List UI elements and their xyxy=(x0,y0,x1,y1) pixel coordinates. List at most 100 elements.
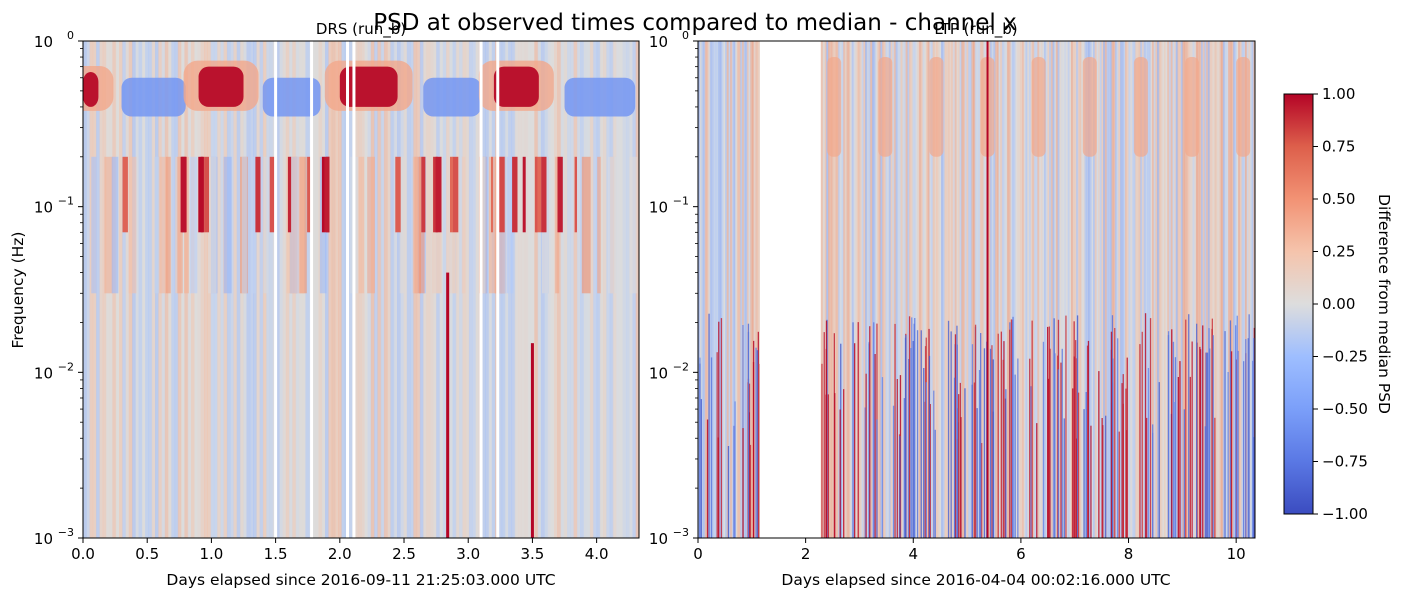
heatmap-stripe xyxy=(829,41,832,538)
lowfreq-column xyxy=(1000,331,1002,538)
heatmap-stripe xyxy=(748,41,751,538)
heatmap-stripe xyxy=(334,41,339,538)
heatmap-stripe xyxy=(753,41,756,538)
heatmap-stripe xyxy=(952,41,956,538)
heatmap-stripe xyxy=(1020,41,1023,538)
heatmap-stripe xyxy=(151,41,156,538)
heatmap-patch xyxy=(482,156,486,294)
lowfreq-column xyxy=(1118,431,1120,538)
heatmap-stripe xyxy=(743,41,746,538)
heatmap-stripe xyxy=(1248,41,1251,538)
heatmap-stripe xyxy=(1030,41,1033,538)
lowfreq-column xyxy=(1005,389,1007,538)
heatmap-stripe xyxy=(1042,41,1045,538)
warm-patch xyxy=(929,57,944,157)
lowfreq-column xyxy=(1199,346,1201,538)
heatmap-stripe xyxy=(1123,41,1126,538)
heatmap-stripe xyxy=(892,41,895,538)
heatmap-stripe xyxy=(757,41,760,538)
heatmap-stripe xyxy=(1118,41,1121,538)
warm-streak xyxy=(122,156,128,233)
heatmap-stripe xyxy=(833,41,836,538)
heatmap-stripe xyxy=(856,41,859,538)
heatmap-patch xyxy=(104,156,113,294)
heatmap-stripe xyxy=(1224,41,1227,538)
heatmap-stripe xyxy=(701,41,704,538)
heatmap-stripe xyxy=(1111,41,1114,538)
heatmap-stripe xyxy=(964,41,967,538)
colorbar: 1.00 0.75 0.50 0.25 0.00 −0.25 −0.50 −0.75 −1.00… xyxy=(1283,85,1393,523)
heatmap-stripe xyxy=(1150,41,1153,538)
heatmap-stripe xyxy=(1168,41,1172,538)
heatmap-stripe xyxy=(1246,41,1249,538)
heatmap-stripe xyxy=(1177,41,1180,538)
lowfreq-column xyxy=(1061,348,1063,538)
heatmap-stripe xyxy=(276,41,280,538)
heatmap-stripe xyxy=(914,41,917,538)
heatmap-stripe xyxy=(1039,41,1042,538)
lowfreq-column xyxy=(1243,361,1245,538)
heatmap-stripe xyxy=(524,41,529,538)
lowfreq-column xyxy=(1049,348,1051,538)
lowfreq-column xyxy=(976,408,978,538)
heatmap-stripe xyxy=(259,41,264,538)
data-gap xyxy=(346,41,350,538)
y-tick-label: 10 xyxy=(649,530,668,548)
heatmap-stripe xyxy=(934,41,937,538)
lowfreq-column xyxy=(1247,338,1249,538)
heatmap-stripe xyxy=(1207,41,1210,538)
heatmap-patch xyxy=(158,156,167,294)
warm-streak xyxy=(491,156,494,233)
lowfreq-column xyxy=(720,318,723,538)
heatmap-stripe xyxy=(848,41,851,538)
heatmap-stripe xyxy=(902,41,905,538)
lowfreq-column xyxy=(1152,424,1154,538)
lowfreq-column xyxy=(903,398,905,538)
warm-streak xyxy=(326,156,330,233)
heatmap-patch xyxy=(250,156,256,294)
lowfreq-column xyxy=(973,382,976,538)
lowfreq-column xyxy=(1146,417,1148,538)
lowfreq-column xyxy=(1185,319,1187,538)
heatmap-stripe xyxy=(740,41,743,538)
heatmap-stripe xyxy=(1044,41,1047,538)
heatmap-stripe xyxy=(1187,41,1190,538)
lowfreq-column xyxy=(1086,345,1089,538)
heatmap-stripe xyxy=(723,41,726,538)
lowfreq-column xyxy=(1202,325,1204,538)
heatmap-stripe xyxy=(197,41,202,538)
heatmap-stripe xyxy=(961,41,964,538)
heatmap-stripe xyxy=(946,41,949,538)
ltp-heatmap xyxy=(698,41,1255,538)
warm-streak xyxy=(522,156,526,233)
vertical-event xyxy=(986,41,989,538)
heatmap-stripe xyxy=(711,41,714,538)
lowfreq-column xyxy=(1252,360,1254,538)
heatmap-stripe xyxy=(475,41,480,538)
heatmap-stripe xyxy=(1234,41,1237,538)
warm-streak xyxy=(307,156,313,233)
lowfreq-column xyxy=(914,318,916,538)
heatmap-stripe xyxy=(472,41,477,538)
heatmap-stripe xyxy=(429,41,434,538)
lowfreq-column xyxy=(1248,314,1250,538)
lowfreq-column xyxy=(1188,314,1190,538)
heatmap-stripe xyxy=(718,41,721,538)
heatmap-stripe xyxy=(755,41,758,538)
heatmap-stripe xyxy=(403,41,408,538)
lowfreq-column xyxy=(868,343,870,538)
lowfreq-column xyxy=(1048,326,1050,538)
heatmap-stripe xyxy=(1079,41,1082,538)
heatmap-patch xyxy=(175,156,179,294)
lowfreq-column xyxy=(1002,359,1004,538)
heatmap-stripe xyxy=(1162,41,1165,538)
heatmap-stripe xyxy=(860,41,863,538)
heatmap-stripe xyxy=(932,41,935,538)
heatmap-stripe xyxy=(855,41,858,538)
colorbar-tick-label: −1.00 xyxy=(1322,505,1368,523)
heatmap-stripe xyxy=(599,41,604,538)
drs-y-axis-label: Frequency (Hz) xyxy=(9,232,27,349)
heatmap-stripe xyxy=(988,41,991,538)
heatmap-stripe xyxy=(1084,41,1087,538)
